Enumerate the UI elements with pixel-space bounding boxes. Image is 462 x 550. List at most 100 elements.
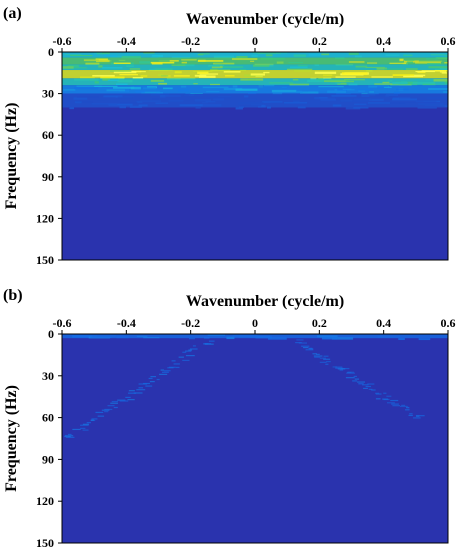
energy-streak: [421, 70, 444, 72]
energy-streak: [260, 57, 274, 60]
energy-streak: [118, 59, 126, 61]
energy-streak: [321, 53, 330, 56]
energy-streak: [190, 93, 203, 95]
energy-streak: [244, 95, 249, 98]
energy-trend: [125, 396, 131, 399]
energy-trend: [325, 363, 329, 365]
energy-streak: [110, 70, 132, 72]
energy-streak: [444, 54, 448, 57]
energy-streak: [168, 99, 184, 102]
energy-streak: [106, 89, 126, 92]
energy-trend: [90, 419, 94, 421]
energy-streak: [69, 107, 75, 110]
energy-streak: [179, 104, 203, 107]
energy-streak: [231, 58, 258, 61]
energy-streak: [213, 62, 235, 65]
energy-streak: [418, 338, 431, 341]
energy-streak: [365, 66, 385, 68]
energy-streak: [209, 83, 220, 86]
energy-trend: [375, 398, 381, 400]
energy-trend: [128, 390, 135, 392]
energy-streak: [197, 53, 204, 56]
energy-streak: [255, 336, 273, 339]
energy-streak: [265, 54, 273, 57]
energy-streak: [206, 97, 232, 99]
energy-streak: [317, 335, 338, 338]
energy-streak: [183, 94, 203, 97]
energy-streak: [226, 336, 235, 340]
energy-streak: [150, 56, 159, 58]
energy-streak: [101, 66, 123, 69]
energy-streak: [248, 92, 257, 95]
energy-streak: [85, 62, 100, 66]
energy-streak: [143, 337, 160, 339]
energy-streak: [207, 334, 226, 337]
energy-streak: [348, 83, 358, 86]
energy-streak: [113, 62, 131, 64]
energy-trend: [375, 392, 380, 394]
energy-streak: [427, 63, 441, 65]
energy-trend: [136, 389, 146, 391]
energy-streak: [404, 59, 415, 62]
energy-streak: [65, 334, 74, 336]
energy-streak: [213, 98, 225, 101]
energy-streak: [181, 61, 187, 64]
energy-trend: [390, 399, 399, 402]
energy-streak: [135, 90, 145, 93]
x-tick-label: -0.2: [181, 316, 200, 330]
energy-trend: [347, 371, 354, 373]
x-tick-label: 0.6: [441, 316, 456, 330]
y-tick-label: 150: [36, 253, 54, 267]
energy-streak: [415, 100, 437, 103]
energy-trend: [86, 422, 91, 424]
spectrum-features: [62, 52, 448, 110]
energy-streak: [251, 55, 258, 57]
energy-streak: [337, 82, 347, 85]
energy-streak: [385, 94, 398, 97]
energy-trend: [337, 368, 346, 370]
energy-streak: [327, 90, 346, 93]
energy-streak: [412, 82, 436, 84]
energy-streak: [433, 79, 448, 82]
energy-trend: [110, 402, 118, 404]
energy-streak: [296, 90, 303, 93]
energy-streak: [318, 86, 344, 88]
energy-trend: [80, 427, 86, 429]
energy-streak: [439, 67, 448, 71]
energy-streak: [117, 96, 133, 99]
energy-streak: [120, 101, 138, 104]
energy-trend: [189, 348, 198, 350]
energy-streak: [154, 68, 173, 71]
energy-streak: [252, 52, 263, 54]
energy-streak: [94, 81, 99, 84]
energy-streak: [331, 337, 354, 340]
energy-trend: [175, 366, 180, 369]
energy-streak: [96, 59, 110, 63]
energy-streak: [426, 96, 448, 99]
energy-streak: [390, 84, 413, 86]
energy-streak: [323, 77, 332, 79]
energy-trend: [156, 378, 160, 381]
energy-trend: [386, 395, 392, 397]
energy-streak: [140, 75, 148, 77]
energy-streak: [117, 80, 133, 83]
energy-streak: [409, 74, 426, 77]
energy-trend: [305, 349, 314, 351]
energy-trend: [354, 378, 360, 380]
energy-trend: [406, 407, 410, 409]
energy-trend: [413, 417, 421, 419]
x-tick-label: 0.6: [441, 34, 456, 48]
energy-streak: [399, 58, 404, 62]
energy-trend: [101, 409, 110, 411]
energy-streak: [70, 54, 93, 57]
energy-trend: [358, 383, 364, 385]
energy-trend: [91, 418, 98, 420]
energy-streak: [308, 53, 321, 56]
energy-streak: [385, 94, 390, 97]
energy-trend: [185, 354, 195, 357]
energy-streak: [195, 106, 201, 109]
energy-trend: [119, 400, 129, 402]
energy-streak: [126, 65, 134, 68]
energy-trend: [309, 348, 314, 350]
